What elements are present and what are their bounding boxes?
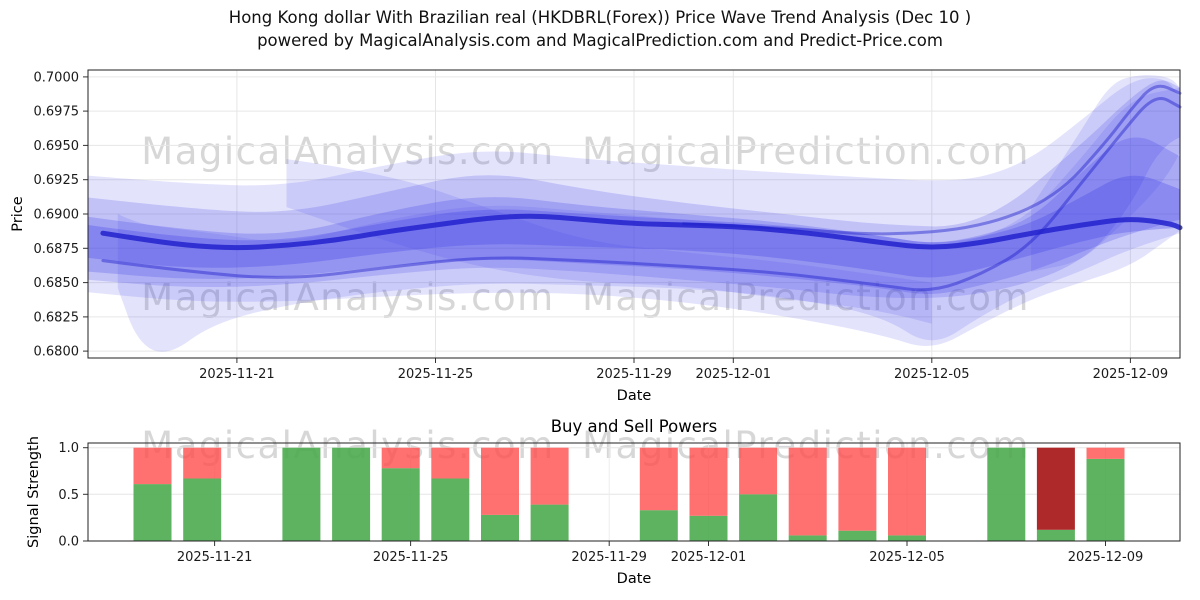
plot-border — [87, 442, 1181, 542]
watermark-text: MagicalAnalysis.com — [141, 276, 554, 319]
x-tick-label: 2025-11-25 — [373, 550, 449, 565]
buy-bar-segment — [431, 478, 470, 541]
buy-bar-segment — [689, 515, 728, 541]
x-tick-label: 2025-12-01 — [671, 550, 747, 565]
sell-bar-segment — [183, 447, 222, 479]
sell-bar-segment — [1036, 447, 1075, 530]
y-tick-label: 0.0 — [58, 535, 79, 550]
buy-bar-segment — [381, 468, 420, 541]
price-band — [88, 78, 1180, 346]
y-tick-label: 0.7000 — [34, 70, 80, 85]
x-tick-label: 2025-12-05 — [894, 367, 970, 382]
buy-bar-segment — [1086, 458, 1125, 541]
sell-bar-segment — [739, 447, 778, 495]
buy-sell-powers-chart: MagicalAnalysis.com MagicalPrediction.com… — [26, 417, 1181, 587]
y-axis-label: Price — [10, 196, 26, 231]
sell-bar-segment — [431, 447, 470, 479]
buy-bar-segment — [133, 484, 172, 541]
sell-bar-segment — [838, 447, 877, 531]
x-tick-label: 2025-11-29 — [596, 367, 672, 382]
watermark-text: MagicalPrediction.com — [582, 276, 1030, 319]
sell-bar-segment — [639, 447, 678, 511]
sell-bar-segment — [481, 447, 519, 515]
subchart-title: Buy and Sell Powers — [551, 417, 718, 436]
y-tick-label: 0.6975 — [34, 105, 80, 120]
sell-bar-segment — [788, 447, 827, 536]
buy-bar-segment — [481, 514, 519, 541]
x-tick-label: 2025-11-21 — [177, 550, 253, 565]
x-tick-label: 2025-11-29 — [571, 550, 647, 565]
watermark-text: MagicalAnalysis.com — [141, 130, 554, 173]
chart-title-line2: powered by MagicalAnalysis.com and Magic… — [257, 31, 943, 50]
price-wave-chart: MagicalAnalysis.com MagicalPrediction.com… — [10, 69, 1183, 404]
buy-bar-segment — [739, 494, 778, 541]
price-band — [286, 159, 932, 324]
buy-bar-segment — [838, 530, 877, 541]
buy-bar-segment — [183, 478, 222, 541]
y-tick-label: 0.6800 — [34, 345, 80, 360]
y-tick-label: 1.0 — [58, 441, 79, 456]
price-band — [1031, 75, 1180, 272]
y-tick-label: 0.6925 — [34, 173, 80, 188]
y-tick-label: 0.6950 — [34, 139, 80, 154]
buy-bar-segment — [788, 535, 827, 541]
x-tick-label: 2025-11-25 — [398, 367, 474, 382]
sell-bar-segment — [888, 447, 926, 536]
x-axis-label: Date — [617, 571, 652, 587]
price-trend-line — [682, 84, 1182, 236]
buy-bar-segment — [639, 510, 678, 541]
y-tick-label: 0.5 — [58, 488, 79, 503]
y-tick-label: 0.6825 — [34, 310, 80, 325]
y-tick-label: 0.6900 — [34, 208, 80, 223]
x-axis-label: Date — [617, 388, 652, 404]
x-tick-label: 2025-11-21 — [199, 367, 275, 382]
y-tick-label: 0.6850 — [34, 276, 80, 291]
chart-title-line1: Hong Kong dollar With Brazilian real (HK… — [228, 8, 972, 27]
x-tick-label: 2025-12-01 — [696, 367, 772, 382]
sell-bar-segment — [133, 447, 172, 485]
x-tick-label: 2025-12-09 — [1093, 367, 1169, 382]
price-band — [117, 87, 1180, 352]
price-band — [88, 175, 1180, 278]
price-trend-line — [100, 213, 1183, 251]
buy-bar-segment — [987, 447, 1026, 541]
buy-bar-segment — [332, 447, 371, 541]
price-trend-line — [101, 96, 1182, 292]
sell-bar-segment — [1086, 447, 1125, 459]
x-tick-label: 2025-12-09 — [1068, 550, 1144, 565]
buy-bar-segment — [282, 447, 321, 541]
watermark-text: MagicalPrediction.com — [582, 130, 1030, 173]
plot-border — [87, 69, 1181, 359]
buy-bar-segment — [1036, 529, 1075, 541]
buy-bar-segment — [888, 535, 926, 541]
sell-bar-segment — [381, 447, 420, 469]
sell-bar-segment — [530, 447, 569, 505]
sell-bar-segment — [689, 447, 728, 516]
price-band — [88, 137, 1180, 294]
y-axis-label: Signal Strength — [26, 436, 42, 548]
x-tick-label: 2025-12-05 — [869, 550, 945, 565]
buy-bar-segment — [530, 504, 569, 541]
y-tick-label: 0.6875 — [34, 242, 80, 257]
